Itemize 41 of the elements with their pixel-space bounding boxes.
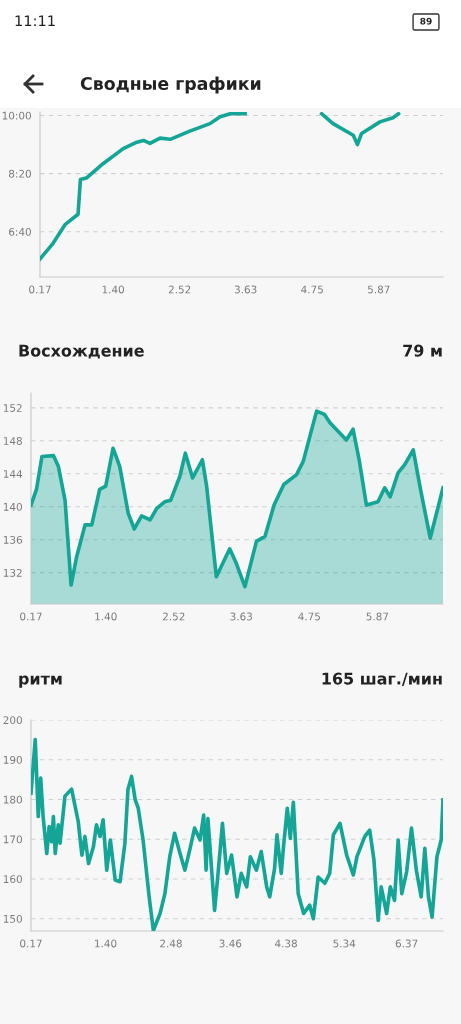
y-tick-label: 148 [3,437,22,445]
y-tick-label: 190 [3,755,22,764]
y-tick-label: 200 [3,716,22,725]
y-tick-label: 144 [3,470,23,478]
y-tick-label: 150 [3,914,22,923]
chart-title: ритм [19,675,62,688]
x-tick-label: 0.17 [20,939,42,948]
x-tick-label: 4.38 [274,939,297,948]
x-tick-label: 1.40 [95,612,117,621]
x-tick-label: 3.63 [234,285,257,294]
x-tick-label: 0.17 [29,285,51,294]
y-tick-label: 170 [3,835,22,844]
text: 79 м [403,344,442,357]
y-tick-label: 180 [3,795,22,804]
x-tick-label: 2.48 [160,939,182,948]
x-tick-label: 4.75 [298,612,320,621]
x-tick-label: 1.40 [102,285,125,294]
y-tick-label: 132 [3,568,22,577]
y-tick-label: 10:00 [2,111,31,120]
text: Сводные графики [80,76,261,94]
x-tick-label: 2.52 [168,285,191,294]
x-tick-label: 0.17 [20,612,42,621]
x-tick-label: 1.40 [95,939,117,948]
x-tick-label: 6.37 [395,939,418,948]
y-tick-label: 152 [3,404,22,412]
x-tick-label: 3.63 [230,612,253,621]
chart-title: Восхождение [19,344,144,359]
x-tick-label: 3.46 [219,939,242,948]
x-tick-label: 5.34 [333,939,356,948]
y-tick-label: 6:40 [9,227,31,236]
y-tick-label: 140 [3,502,22,511]
x-tick-label: 5.87 [366,612,389,621]
x-tick-label: 2.52 [162,612,185,621]
y-tick-label: 136 [3,535,23,544]
text: 11:11 [15,15,55,27]
x-tick-label: 5.87 [368,285,390,294]
text: 165 шаг./мин [322,672,442,686]
y-tick-label: 160 [3,875,22,884]
x-tick-label: 4.75 [301,285,323,294]
text: 89 [420,17,432,25]
y-tick-label: 8:20 [8,169,31,178]
